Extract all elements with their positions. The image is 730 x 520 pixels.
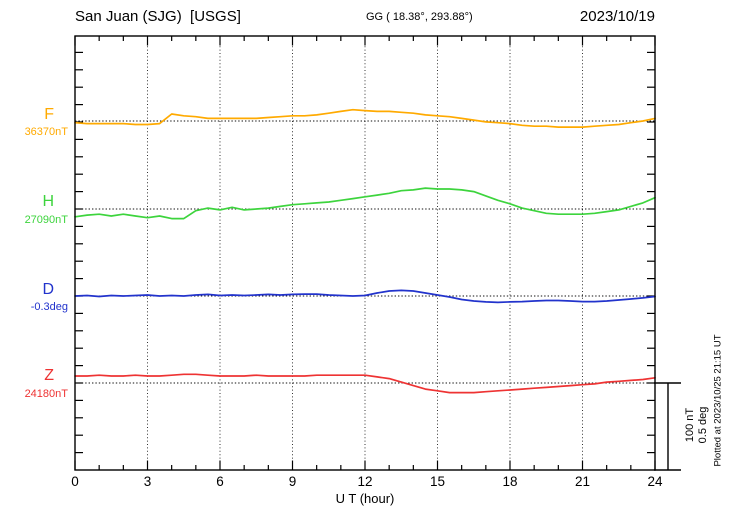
plot-frame — [74, 35, 656, 471]
channel-label-Z: Z — [44, 367, 54, 384]
geographic-coordinates: GG ( 18.38°, 293.88°) — [366, 11, 473, 23]
y-axis-ticks — [75, 51, 655, 454]
scale-bar-deg-label: 0.5 deg — [697, 406, 709, 444]
trace-H — [74, 187, 656, 220]
channel-baseline-value-Z: 24180nT — [24, 388, 68, 400]
scale-bar — [654, 382, 681, 471]
x-tick-label-18: 18 — [502, 474, 517, 489]
plotted-at-note: Plotted at 2023/10/25 21:15 UT — [712, 334, 724, 467]
channel-baseline-value-D: -0.3deg — [30, 301, 68, 313]
scale-bar-units-label: 100 nT 0.5 deg — [684, 380, 712, 470]
trace-D — [74, 289, 656, 304]
channel-label-F: F — [44, 106, 54, 123]
channel-label-D: D — [42, 281, 54, 298]
trace-Z — [74, 373, 656, 394]
channel-baseline-value-H: 27090nT — [24, 214, 68, 226]
x-tick-label-0: 0 — [71, 474, 79, 489]
x-axis-title: U T (hour) — [335, 491, 395, 506]
x-tick-label-24: 24 — [647, 474, 663, 489]
channel-label-H: H — [42, 193, 54, 210]
x-tick-label-21: 21 — [575, 474, 590, 489]
x-axis-ticks — [74, 36, 656, 470]
trace-F — [74, 108, 656, 128]
channel-baseline-value-F: 36370nT — [24, 126, 68, 138]
plot-date: 2023/10/19 — [579, 8, 655, 25]
x-tick-label-9: 9 — [289, 474, 297, 489]
scale-bar-nt-label: 100 nT — [684, 407, 696, 443]
station-title: San Juan (SJG) [USGS] — [75, 8, 241, 25]
x-tick-label-6: 6 — [216, 474, 224, 489]
x-tick-label-15: 15 — [430, 474, 445, 489]
x-tick-label-3: 3 — [144, 474, 152, 489]
x-tick-label-12: 12 — [357, 474, 372, 489]
